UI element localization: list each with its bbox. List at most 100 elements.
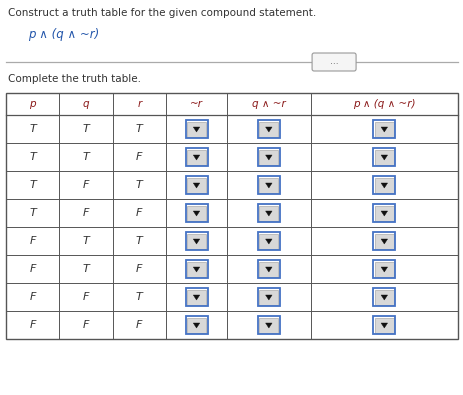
Text: p ∧ (q ∧ ~r): p ∧ (q ∧ ~r) <box>28 28 99 41</box>
Text: T: T <box>136 292 143 302</box>
Polygon shape <box>193 239 200 244</box>
Bar <box>373 316 394 334</box>
Text: q ∧ ~r: q ∧ ~r <box>251 99 285 109</box>
Bar <box>6 93 457 339</box>
Bar <box>257 288 279 306</box>
Bar <box>257 316 279 334</box>
Text: T: T <box>82 264 89 274</box>
Bar <box>374 233 393 248</box>
Bar <box>259 177 278 192</box>
Bar <box>373 204 394 222</box>
Bar <box>185 148 207 166</box>
Polygon shape <box>265 239 271 244</box>
Bar <box>373 148 394 166</box>
Polygon shape <box>380 127 387 132</box>
Polygon shape <box>265 183 271 188</box>
Polygon shape <box>380 323 387 328</box>
Bar <box>373 288 394 306</box>
Bar <box>187 122 206 137</box>
Bar <box>257 260 279 278</box>
Bar <box>373 232 394 250</box>
Bar <box>373 120 394 138</box>
Bar <box>373 316 394 334</box>
Polygon shape <box>380 155 387 160</box>
Polygon shape <box>380 295 387 300</box>
Bar <box>259 290 278 305</box>
Text: ...: ... <box>329 58 338 66</box>
Bar <box>259 261 278 276</box>
Text: F: F <box>30 264 36 274</box>
Bar <box>374 149 393 164</box>
Polygon shape <box>265 155 271 160</box>
Text: F: F <box>136 152 142 162</box>
Text: p: p <box>29 99 36 109</box>
Polygon shape <box>265 211 271 216</box>
Text: T: T <box>29 152 36 162</box>
Text: T: T <box>29 180 36 190</box>
Text: F: F <box>136 208 142 218</box>
Bar <box>257 260 279 278</box>
Polygon shape <box>380 211 387 216</box>
Bar <box>259 122 278 137</box>
Bar <box>257 232 279 250</box>
Text: F: F <box>82 180 89 190</box>
Bar <box>257 316 279 334</box>
Bar <box>257 232 279 250</box>
Bar <box>259 233 278 248</box>
Bar <box>185 260 207 278</box>
Bar <box>185 120 207 138</box>
Text: T: T <box>136 124 143 134</box>
Bar <box>257 148 279 166</box>
Bar <box>373 288 394 306</box>
Bar <box>185 316 207 334</box>
Bar <box>257 148 279 166</box>
Text: F: F <box>82 320 89 330</box>
Bar <box>259 149 278 164</box>
Bar <box>185 316 207 334</box>
Bar <box>259 318 278 333</box>
Polygon shape <box>193 183 200 188</box>
Text: F: F <box>30 292 36 302</box>
Bar <box>373 176 394 194</box>
Bar <box>373 176 394 194</box>
Bar <box>374 205 393 220</box>
Text: T: T <box>82 124 89 134</box>
Text: T: T <box>136 236 143 246</box>
Bar <box>374 261 393 276</box>
Text: T: T <box>136 180 143 190</box>
Bar <box>185 232 207 250</box>
Text: T: T <box>82 236 89 246</box>
Text: T: T <box>82 152 89 162</box>
Bar <box>187 290 206 305</box>
Text: F: F <box>82 208 89 218</box>
Text: F: F <box>136 264 142 274</box>
Polygon shape <box>265 127 271 132</box>
Text: T: T <box>29 124 36 134</box>
Bar <box>373 120 394 138</box>
Bar <box>373 260 394 278</box>
Bar <box>373 260 394 278</box>
Bar <box>257 120 279 138</box>
Bar <box>185 232 207 250</box>
Polygon shape <box>380 239 387 244</box>
Bar <box>373 148 394 166</box>
Bar <box>187 177 206 192</box>
Text: F: F <box>30 236 36 246</box>
Bar <box>185 120 207 138</box>
FancyBboxPatch shape <box>312 53 355 71</box>
Text: q: q <box>82 99 89 109</box>
Bar <box>187 233 206 248</box>
Polygon shape <box>193 211 200 216</box>
Bar <box>257 176 279 194</box>
Text: Complete the truth table.: Complete the truth table. <box>8 74 141 84</box>
Bar <box>257 288 279 306</box>
Bar <box>373 204 394 222</box>
Text: Construct a truth table for the given compound statement.: Construct a truth table for the given co… <box>8 8 316 18</box>
Bar <box>185 148 207 166</box>
Text: T: T <box>29 208 36 218</box>
Polygon shape <box>265 323 271 328</box>
Text: F: F <box>30 320 36 330</box>
Bar <box>187 261 206 276</box>
Text: F: F <box>136 320 142 330</box>
Bar <box>257 204 279 222</box>
